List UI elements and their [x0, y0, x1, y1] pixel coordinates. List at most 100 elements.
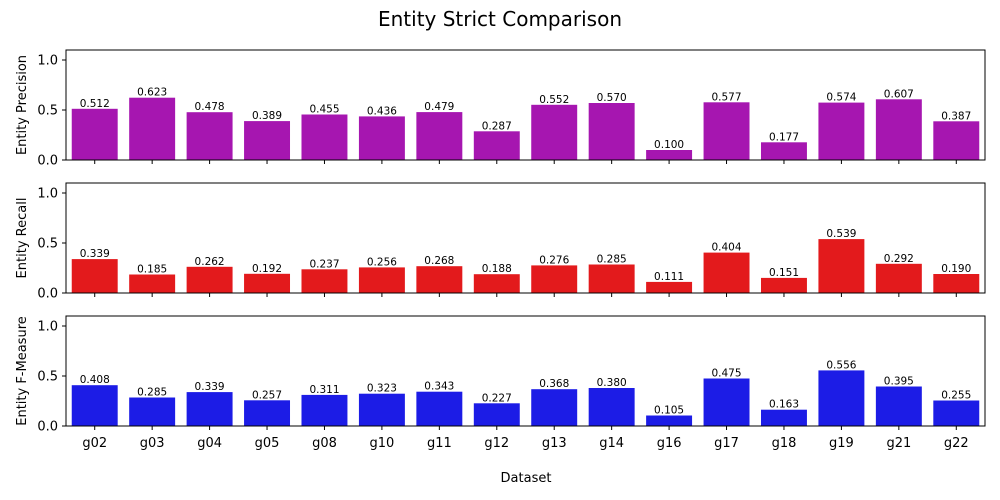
x-tick-label: g02: [82, 436, 107, 451]
x-tick-label: g05: [255, 436, 280, 451]
data-label: 0.408: [80, 374, 110, 386]
y-tick-label: 0.5: [37, 237, 58, 252]
x-tick-label: g19: [829, 436, 854, 451]
data-label: 0.185: [137, 264, 167, 276]
bar: [129, 397, 176, 426]
plot-frame: [65, 182, 986, 294]
data-label: 0.436: [367, 105, 397, 117]
data-label: 0.539: [826, 228, 856, 240]
data-label: 0.478: [195, 101, 225, 113]
bar: [531, 104, 578, 160]
data-label: 0.574: [826, 92, 856, 104]
y-tick-label: 0.5: [37, 370, 58, 385]
data-label: 0.227: [482, 392, 512, 404]
data-label: 0.368: [539, 378, 569, 390]
bar: [531, 389, 578, 426]
data-label: 0.607: [884, 88, 914, 100]
data-label: 0.556: [826, 359, 856, 371]
bar: [818, 102, 865, 160]
data-label: 0.188: [482, 263, 512, 275]
data-label: 0.190: [941, 263, 971, 275]
data-label: 0.395: [884, 376, 914, 388]
bar: [129, 97, 176, 160]
bar: [933, 274, 980, 293]
y-axis-label: Entity F-Measure: [15, 316, 30, 426]
data-label: 0.577: [711, 91, 741, 103]
data-label: 0.192: [252, 263, 282, 275]
x-tick-label: g13: [542, 436, 567, 451]
y-tick-label: 1.0: [37, 187, 58, 202]
bar: [818, 239, 865, 293]
data-label: 0.100: [654, 139, 684, 151]
data-label: 0.177: [769, 131, 799, 143]
plot-frame: [65, 315, 986, 427]
data-label: 0.151: [769, 267, 799, 279]
x-tick-label: g04: [197, 436, 222, 451]
data-label: 0.111: [654, 271, 684, 283]
bar: [473, 403, 520, 426]
bar: [760, 142, 807, 160]
data-label: 0.292: [884, 253, 914, 265]
data-label: 0.323: [367, 383, 397, 395]
bar: [244, 273, 291, 293]
data-label: 0.339: [195, 381, 225, 393]
data-label: 0.380: [597, 377, 627, 389]
data-label: 0.163: [769, 399, 799, 411]
chart-title: Entity Strict Comparison: [378, 7, 622, 31]
data-label: 0.285: [137, 387, 167, 399]
data-label: 0.276: [539, 254, 569, 266]
data-label: 0.475: [711, 368, 741, 380]
x-tick-label: g16: [657, 436, 682, 451]
data-label: 0.512: [80, 98, 110, 110]
data-label: 0.552: [539, 94, 569, 106]
data-label: 0.255: [941, 390, 971, 402]
data-label: 0.287: [482, 120, 512, 132]
bar: [416, 266, 463, 293]
bar: [933, 400, 980, 426]
bar: [71, 259, 118, 293]
bar: [646, 150, 693, 160]
x-tick-label: g18: [772, 436, 797, 451]
data-label: 0.339: [80, 248, 110, 260]
x-tick-label: g17: [714, 436, 739, 451]
data-label: 0.389: [252, 110, 282, 122]
data-label: 0.455: [309, 104, 339, 116]
bar: [301, 269, 348, 293]
bar: [818, 370, 865, 426]
y-tick-label: 1.0: [37, 54, 58, 69]
plot-frame: [65, 49, 986, 161]
bar: [416, 391, 463, 426]
bar: [531, 265, 578, 293]
bar: [186, 392, 233, 426]
bar: [703, 378, 750, 426]
data-label: 0.237: [309, 258, 339, 270]
x-tick-label: g11: [427, 436, 452, 451]
panels: 0.512 0.623 0.478 0.389 0.455 0.436 0.479 0.287…: [15, 49, 986, 451]
y-axis-label: Entity Precision: [15, 55, 30, 155]
bar: [71, 385, 118, 426]
bar: [933, 121, 980, 160]
data-label: 0.570: [597, 92, 627, 104]
y-tick-label: 1.0: [37, 320, 58, 335]
bar: [588, 388, 635, 426]
bar: [301, 114, 348, 160]
bar: [875, 99, 922, 160]
bar: [358, 393, 405, 426]
bar: [588, 103, 635, 160]
data-label: 0.262: [195, 256, 225, 268]
x-tick-label: g14: [599, 436, 624, 451]
bar: [473, 131, 520, 160]
y-tick-label: 0.0: [37, 154, 58, 169]
x-tick-label: g21: [886, 436, 911, 451]
bar: [416, 112, 463, 160]
x-tick-label: g22: [944, 436, 969, 451]
data-label: 0.285: [597, 254, 627, 266]
x-tick-label: g12: [484, 436, 509, 451]
bar: [301, 394, 348, 426]
data-label: 0.479: [424, 101, 454, 113]
x-tick-label: g03: [140, 436, 165, 451]
bar: [358, 116, 405, 160]
bar: [71, 108, 118, 160]
data-label: 0.387: [941, 110, 971, 122]
